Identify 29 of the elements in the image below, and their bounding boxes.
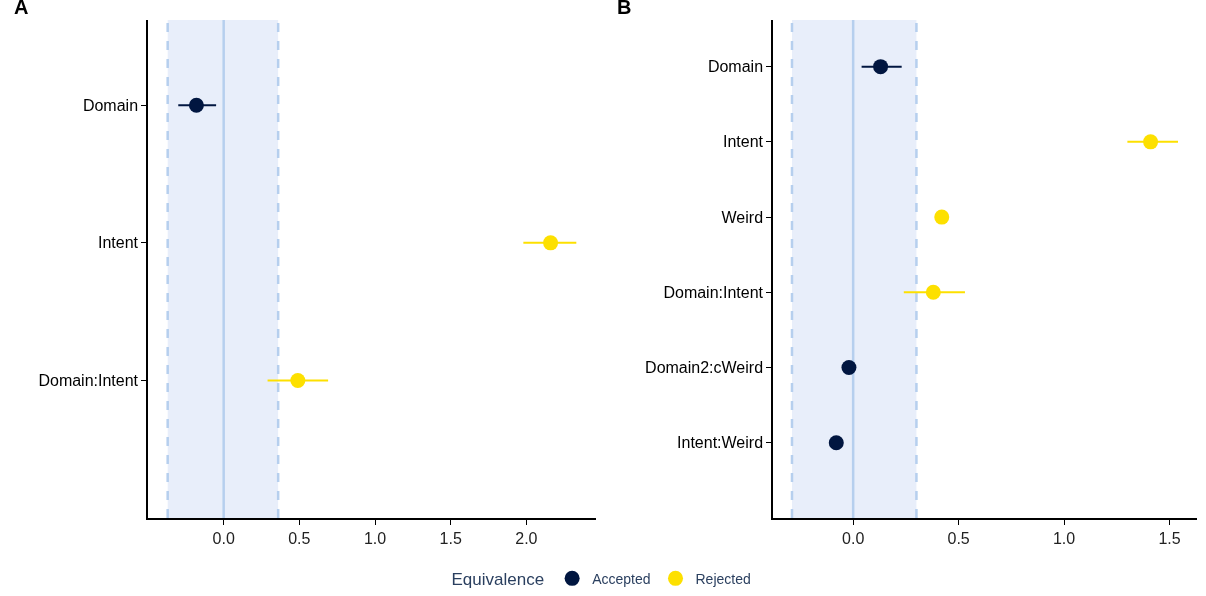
x-tick-label: 2.0 [515, 529, 538, 547]
y-tick-label: Domain:Intent [38, 372, 139, 390]
y-tick-label: Domain:Intent [663, 283, 764, 301]
point [841, 360, 857, 376]
y-tick-label: Weird [721, 208, 764, 226]
x-tick-label: 1.0 [363, 529, 387, 547]
point [873, 59, 889, 75]
chart-title: B [617, 0, 632, 18]
x-tick-label: 0.5 [288, 529, 311, 547]
x-tick-label: 1.0 [1052, 529, 1076, 547]
y-tick-label: Intent [98, 234, 139, 252]
point [1143, 134, 1159, 150]
y-tick-label: Intent:Weird [677, 434, 764, 452]
x-tick-label: 0.0 [212, 529, 235, 547]
point [925, 284, 941, 300]
x-tick-label: 1.5 [439, 529, 462, 547]
x-tick-label: 0.0 [842, 529, 865, 547]
x-tick-label: 0.5 [947, 529, 970, 547]
legend-title: Equivalence [451, 569, 545, 589]
point [828, 435, 844, 451]
y-tick-label: Domain [82, 96, 139, 114]
legend-label: Rejected [695, 570, 751, 587]
y-tick-label: Domain [707, 58, 764, 76]
y-tick-label: Domain2:cWeird [645, 359, 764, 377]
chart-title: A [14, 0, 29, 18]
legend-label: Accepted [592, 570, 651, 587]
y-tick-label: Intent [723, 133, 764, 151]
x-tick-label: 1.5 [1158, 529, 1181, 547]
point [934, 209, 950, 225]
